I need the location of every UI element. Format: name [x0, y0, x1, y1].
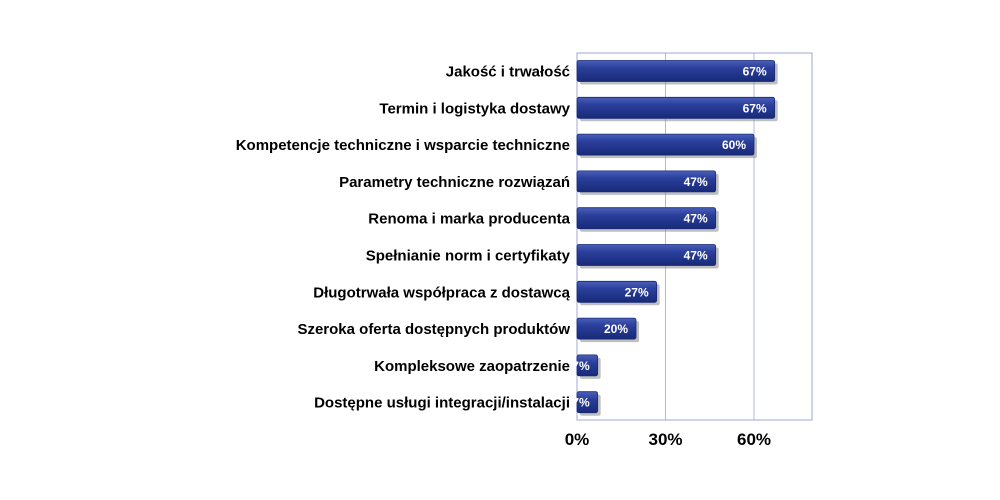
- bar-1: [576, 96, 776, 119]
- x-axis-ticks: 0% 30% 60%: [565, 430, 771, 449]
- category-label-6: Długotrwała współpraca z dostawcą: [313, 284, 570, 301]
- bar-value-label-6: 27%: [625, 285, 649, 299]
- bar-5: [576, 244, 717, 266]
- bar-4: [576, 207, 717, 230]
- bar-value-label-0: 67%: [743, 65, 767, 79]
- bar-7: [576, 317, 637, 340]
- bar-value-label-9: 7%: [572, 396, 590, 410]
- category-labels: Jakość i trwałość Termin i logistyka dost…: [236, 64, 571, 412]
- x-tick-label-2: 60%: [737, 430, 771, 449]
- category-label-1: Termin i logistyka dostawy: [379, 100, 570, 117]
- bar-9: [576, 391, 599, 414]
- category-label-0: Jakość i trwałość: [446, 64, 570, 81]
- category-label-7: Szeroka oferta dostępnych produktów: [297, 321, 570, 338]
- bar-6: [576, 280, 658, 303]
- bar-value-label-2: 60%: [722, 138, 746, 152]
- bar-value-label-4: 47%: [684, 212, 708, 226]
- category-label-2: Kompetencje techniczne i wsparcie techni…: [236, 137, 570, 154]
- x-tick-label-1: 30%: [648, 430, 682, 449]
- bars: 67% 67% 60% 47% 47% 47% 27% 20% 7% 7%: [572, 60, 778, 416]
- bar-value-label-7: 20%: [604, 322, 628, 336]
- category-label-4: Renoma i marka producenta: [368, 211, 570, 228]
- bar-value-label-8: 7%: [572, 359, 590, 373]
- x-tick-label-0: 0%: [565, 430, 590, 449]
- category-label-8: Kompleksowe zaopatrzenie: [374, 358, 570, 375]
- bar-3: [576, 170, 717, 193]
- category-label-3: Parametry techniczne rozwiązań: [339, 174, 570, 191]
- category-label-9: Dostępne usługi integracji/instalacji: [314, 395, 570, 412]
- bar-value-label-5: 47%: [684, 249, 708, 263]
- category-label-5: Spełnianie norm i certyfikaty: [366, 248, 571, 265]
- bar-value-label-1: 67%: [743, 101, 767, 115]
- bar-8: [576, 354, 599, 377]
- bar-0: [576, 60, 776, 82]
- bar-value-label-3: 47%: [684, 175, 708, 189]
- plot-frame: [576, 52, 813, 421]
- bar-2: [576, 133, 755, 156]
